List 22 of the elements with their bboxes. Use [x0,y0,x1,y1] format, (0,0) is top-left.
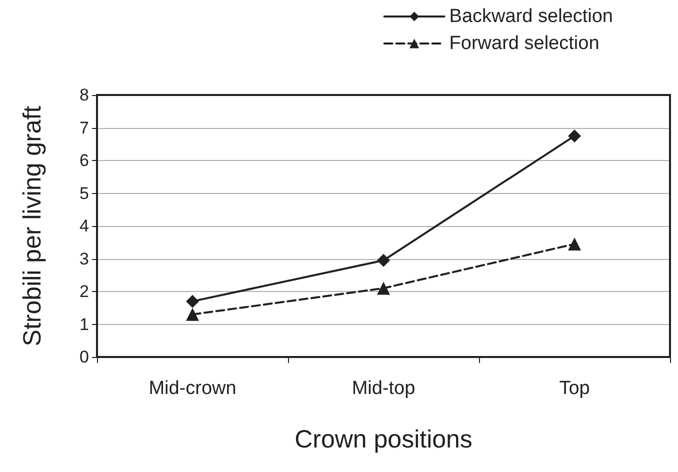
y-tick-label: 7 [80,118,89,138]
point [186,308,199,321]
y-axis-title: Strobili per living graft [18,106,46,346]
point [377,254,390,267]
y-tick-label: 5 [80,184,89,203]
x-tick-label: Mid-crown [148,378,236,399]
point [186,294,199,308]
y-tick-label: 1 [80,314,89,334]
y-tick-label: 8 [80,86,89,104]
y-tick-label: 3 [80,249,89,268]
point [568,238,581,251]
legend-label: Forward selection [449,33,600,54]
legend-label: Backward selection [449,6,614,27]
point [568,129,581,142]
y-tick-label: 4 [80,216,89,236]
y-tick-label: 2 [80,282,89,301]
x-tick-label: Mid-top [352,378,416,399]
y-tick-label: 6 [80,151,89,170]
y-tick-label: 0 [80,348,89,366]
x-axis-title: Crown positions [294,426,472,454]
x-tick-label: Top [559,378,590,399]
point [377,282,390,295]
